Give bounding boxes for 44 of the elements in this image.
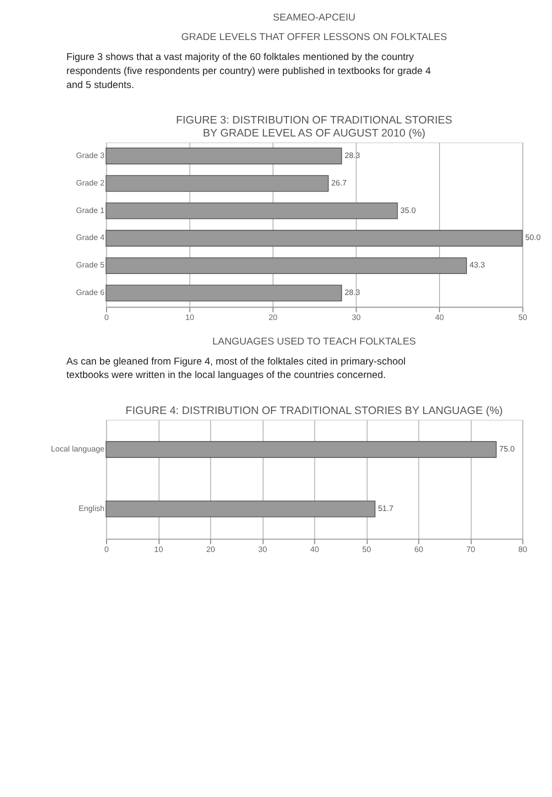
- bar: [106, 202, 398, 220]
- data-label: 75.0: [499, 444, 516, 454]
- data-label: 28.3: [344, 150, 361, 160]
- text: SEAMEO-APCEIU: [272, 12, 356, 24]
- x-tick-label: 60: [414, 545, 424, 554]
- x-tick-label: 40: [310, 545, 320, 554]
- y-tick-label: Grade 1: [76, 206, 106, 215]
- y-tick-label: Grade 6: [76, 288, 106, 298]
- y-tick-label: Grade 4: [76, 233, 106, 242]
- text: GRADE LEVELS THAT OFFER LESSONS ON FOLKTALES: [181, 32, 448, 44]
- x-tick-label: 0: [104, 545, 110, 554]
- x-tick-label: 20: [268, 313, 278, 322]
- chart-title: FIGURE 3: DISTRIBUTION OF TRADITIONAL STORIES BY GRADE LEVEL AS OF AUGUST 2010 (%): [176, 114, 452, 140]
- x-tick-label: 50: [362, 545, 372, 554]
- x-tick-label: 30: [258, 545, 268, 554]
- x-tick-label: 80: [518, 545, 528, 554]
- data-label: 28.3: [344, 288, 361, 298]
- x-tick-label: 0: [104, 313, 110, 322]
- x-tick-label: 10: [154, 545, 164, 554]
- y-tick-label: Grade 3: [76, 150, 106, 160]
- chart-title: FIGURE 4: DISTRIBUTION OF TRADITIONAL STORIES BY LANGUAGE (%): [126, 404, 503, 417]
- y-tick-label: Grade 5: [76, 260, 106, 270]
- data-label: 51.7: [378, 504, 394, 513]
- data-label: 50.0: [525, 233, 542, 242]
- data-label: 26.7: [331, 178, 347, 188]
- x-tick-label: 30: [352, 313, 362, 322]
- bar: [106, 257, 467, 274]
- data-label: 35.0: [400, 206, 416, 215]
- bar: [106, 148, 342, 164]
- y-tick-label: Local language: [50, 444, 106, 454]
- x-tick-label: 40: [435, 313, 445, 322]
- text: LANGUAGES USED TO TEACH FOLKTALES: [212, 336, 416, 348]
- bar: [106, 230, 523, 247]
- y-tick-label: English: [78, 504, 105, 513]
- text: As can be gleaned from Figure 4, most of the folktales cited in primary-school textbooks were written in the local languages of the countries concerned.: [66, 356, 406, 382]
- bar: [106, 175, 329, 192]
- caption: Figure 3 shows that a vast majority of the 60 folktales mentioned by the country respondents (five respondents per country) were published in textbooks for grade 4 and 5 students.: [66, 52, 432, 91]
- x-tick-label: 20: [206, 545, 216, 554]
- x-tick-label: 10: [185, 313, 195, 322]
- y-tick-label: Grade 2: [76, 178, 105, 188]
- x-tick-label: 70: [466, 545, 476, 554]
- x-tick-label: 50: [518, 313, 528, 322]
- bar: [106, 284, 342, 302]
- data-label: 43.3: [469, 260, 486, 270]
